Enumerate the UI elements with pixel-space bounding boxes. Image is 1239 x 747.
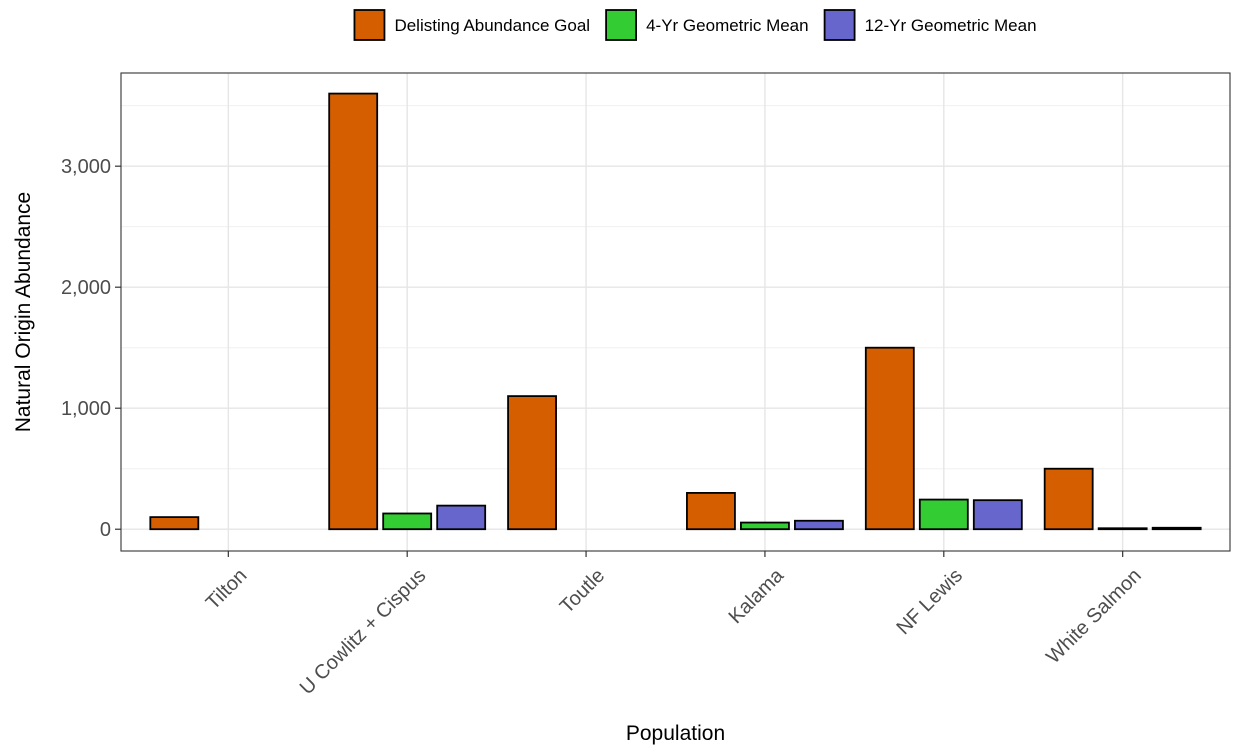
y-tick-label: 3,000 bbox=[61, 156, 111, 178]
x-axis: Tilton U Cowlitz + Cispus Toutle Kalama NF L… bbox=[202, 551, 1146, 699]
bars bbox=[149, 92, 1202, 531]
x-tick-label: Toutle bbox=[556, 565, 609, 618]
bar bbox=[328, 92, 379, 531]
legend-label: 4-Yr Geometric Mean bbox=[646, 16, 809, 35]
bar bbox=[794, 519, 844, 531]
x-tick-label: Tilton bbox=[202, 565, 252, 615]
legend-key bbox=[605, 9, 637, 41]
bar bbox=[686, 492, 736, 531]
legend-label: 12-Yr Geometric Mean bbox=[865, 16, 1037, 35]
bar bbox=[507, 395, 557, 531]
plot-border bbox=[120, 72, 1231, 552]
y-tick-label: 2,000 bbox=[61, 277, 111, 299]
x-tick-label: Kalama bbox=[725, 564, 789, 628]
bar bbox=[1151, 526, 1202, 531]
y-axis-title: Natural Origin Abundance bbox=[12, 192, 35, 433]
x-tick-label: NF Lewis bbox=[892, 565, 967, 640]
bar bbox=[740, 521, 790, 531]
legend-key bbox=[353, 9, 386, 41]
bar bbox=[864, 346, 915, 531]
x-tick-label: U Cowlitz + Cispus bbox=[296, 565, 431, 700]
y-axis: 0 1,000 2,000 3,000 bbox=[61, 156, 121, 541]
bar bbox=[1097, 527, 1148, 531]
y-tick-label: 0 bbox=[100, 519, 111, 541]
bar bbox=[918, 498, 969, 531]
y-tick-label: 1,000 bbox=[61, 398, 111, 420]
legend-label: Delisting Abundance Goal bbox=[394, 16, 590, 35]
bar bbox=[1043, 467, 1094, 531]
x-tick-label: White Salmon bbox=[1042, 565, 1146, 669]
legend: Delisting Abundance Goal 4-Yr Geometric M… bbox=[353, 9, 1037, 41]
bar bbox=[972, 499, 1023, 531]
legend-key bbox=[823, 9, 856, 41]
x-axis-title: Population bbox=[626, 722, 725, 745]
bar bbox=[436, 504, 487, 531]
bar bbox=[149, 516, 200, 531]
gridlines bbox=[121, 73, 1230, 551]
bar bbox=[382, 512, 433, 531]
